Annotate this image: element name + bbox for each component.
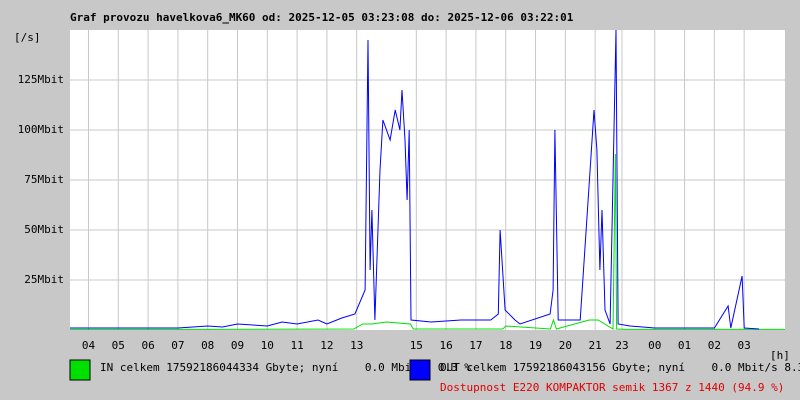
series-line: [70, 153, 785, 330]
y-tick-label: 125Mbit: [18, 73, 64, 86]
x-tick-label: 20: [559, 339, 572, 352]
x-tick-label: 02: [708, 339, 721, 352]
x-tick-label: 11: [290, 339, 303, 352]
x-tick-label: 01: [678, 339, 691, 352]
series-line: [70, 29, 760, 330]
x-tick-label: 12: [320, 339, 333, 352]
x-tick-label: 00: [648, 339, 661, 352]
x-tick-label: 21: [589, 339, 602, 352]
y-tick-label: 100Mbit: [18, 123, 64, 136]
chart-title: Graf provozu havelkova6_MK60 od: 2025-12…: [70, 11, 574, 24]
legend-swatch: [409, 359, 431, 381]
y-tick-label: 50Mbit: [24, 223, 64, 236]
legend-swatch: [69, 359, 91, 381]
x-tick-label: 09: [231, 339, 244, 352]
x-tick-label: 15: [410, 339, 423, 352]
x-tick-label: 18: [499, 339, 512, 352]
y-tick-label: 75Mbit: [24, 173, 64, 186]
x-tick-label: 23: [615, 339, 628, 352]
x-tick-label: 13: [350, 339, 363, 352]
availability-note: Dostupnost E220 KOMPAKTOR semik 1367 z 1…: [440, 381, 784, 394]
x-tick-label: 19: [529, 339, 542, 352]
x-tick-label: 04: [82, 339, 96, 352]
y-tick-label: 25Mbit: [24, 273, 64, 286]
legend-label: IN celkem 17592186044334 Gbyte; nyní 0.0…: [100, 361, 471, 374]
x-tick-label: 08: [201, 339, 214, 352]
x-tick-label: 07: [171, 339, 184, 352]
x-tick-label: 10: [261, 339, 274, 352]
x-axis-label: [h]: [770, 349, 790, 362]
x-tick-label: 05: [112, 339, 125, 352]
x-tick-label: 06: [141, 339, 154, 352]
x-tick-label: 03: [738, 339, 751, 352]
legend-label: OUT celkem 17592186043156 Gbyte; nyní 0.…: [440, 361, 800, 374]
x-tick-label: 16: [440, 339, 453, 352]
y-axis-label: [/s]: [14, 31, 41, 44]
x-tick-label: 17: [469, 339, 482, 352]
